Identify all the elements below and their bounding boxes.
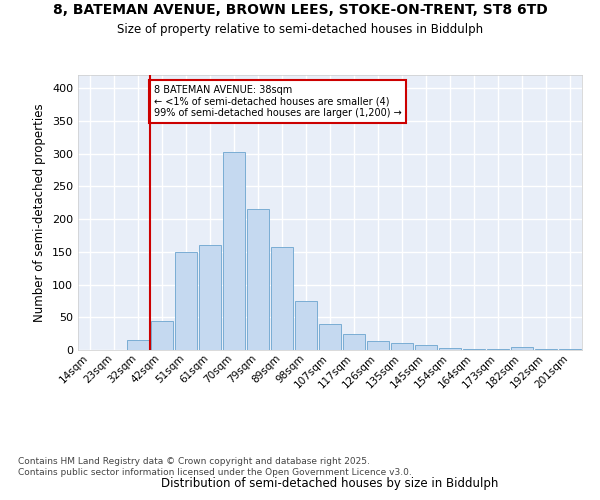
Bar [271,246,293,350]
Bar [223,152,245,350]
Bar [199,245,221,350]
Text: 8, BATEMAN AVENUE, BROWN LEES, STOKE-ON-TRENT, ST8 6TD: 8, BATEMAN AVENUE, BROWN LEES, STOKE-ON-… [53,2,547,16]
Bar [295,301,317,350]
Bar [511,348,533,350]
Bar [343,334,365,350]
Y-axis label: Number of semi-detached properties: Number of semi-detached properties [34,103,46,322]
Bar [559,348,581,350]
Text: Size of property relative to semi-detached houses in Biddulph: Size of property relative to semi-detach… [117,22,483,36]
Bar [391,344,413,350]
Bar [319,324,341,350]
Bar [535,348,557,350]
Text: Distribution of semi-detached houses by size in Biddulph: Distribution of semi-detached houses by … [161,477,499,490]
Bar [367,342,389,350]
Bar [175,252,197,350]
Bar [415,346,437,350]
Bar [247,209,269,350]
Bar [151,320,173,350]
Text: 8 BATEMAN AVENUE: 38sqm
← <1% of semi-detached houses are smaller (4)
99% of sem: 8 BATEMAN AVENUE: 38sqm ← <1% of semi-de… [154,85,401,118]
Bar [439,348,461,350]
Bar [463,348,485,350]
Text: Contains HM Land Registry data © Crown copyright and database right 2025.
Contai: Contains HM Land Registry data © Crown c… [18,458,412,477]
Bar [127,340,149,350]
